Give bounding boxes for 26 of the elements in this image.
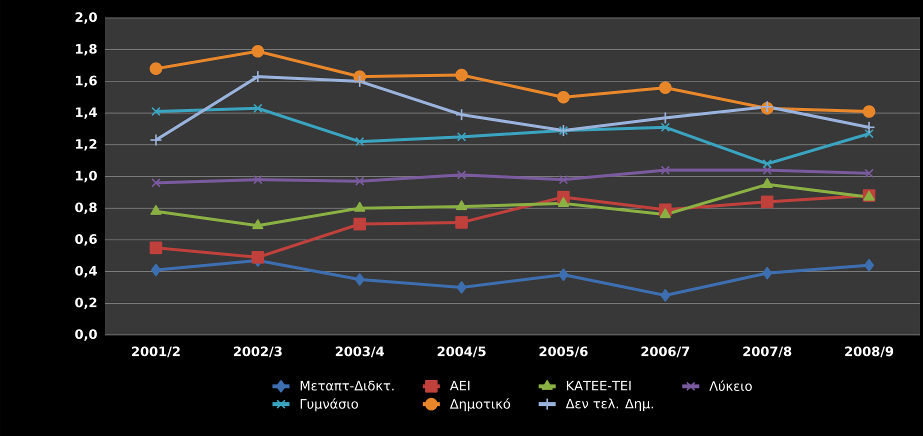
legend-label: Δεν τελ. Δημ. (566, 398, 653, 411)
legend-label: Μεταπτ-Διδκτ. (300, 380, 394, 391)
x-tick-label: 2004/5 (438, 346, 486, 358)
y-tick-label: 0,6 (75, 234, 97, 246)
y-tick-label: 1,8 (76, 44, 97, 56)
x-tick-label: 2003/4 (336, 346, 384, 358)
x-tick-label: 2002/3 (234, 346, 282, 358)
y-tick-label: 1,0 (76, 170, 97, 182)
legend-label: ΚΑΤΕΕ-ΤΕΙ (566, 380, 631, 390)
y-tick-label: 0,4 (75, 266, 97, 278)
x-tick-label: 2007/8 (743, 346, 792, 358)
legend-label: Γυμνάσιο (300, 398, 358, 412)
y-tick-label: 0,0 (75, 329, 97, 341)
y-tick-label: 0,8 (75, 202, 97, 214)
x-tick-label: 2005/6 (540, 346, 588, 358)
legend-label: ΑΕΙ (450, 380, 470, 390)
x-tick-label: 2008/9 (845, 346, 894, 358)
legend-label: Λύκειο (709, 380, 752, 391)
y-tick-label: 1,4 (76, 107, 97, 119)
y-tick-label: 2,0 (76, 12, 97, 24)
y-tick-label: 1,6 (76, 76, 97, 88)
y-tick-label: 1,2 (76, 139, 96, 151)
y-tick-label: 0,2 (75, 298, 96, 310)
legend-label: Δημοτικό (450, 398, 510, 412)
x-tick-label: 2001/2 (132, 346, 180, 358)
x-tick-label: 2006/7 (641, 346, 690, 358)
